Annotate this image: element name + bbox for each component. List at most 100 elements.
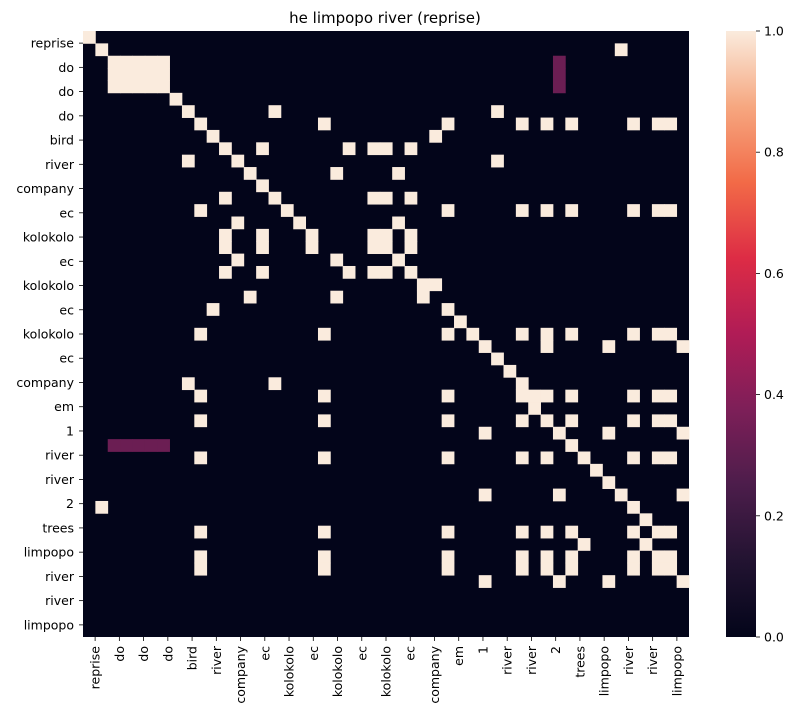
heatmap-cell bbox=[478, 426, 492, 440]
heatmap-cell bbox=[293, 216, 307, 230]
heatmap-cell bbox=[404, 191, 418, 205]
heatmap-cell bbox=[194, 117, 208, 131]
heatmap-cell bbox=[540, 525, 554, 539]
heatmap-cell bbox=[651, 414, 665, 428]
heatmap-cell bbox=[515, 117, 529, 131]
heatmap-cell bbox=[552, 426, 566, 440]
heatmap-cell bbox=[676, 426, 690, 440]
y-tick-label: do bbox=[58, 108, 74, 123]
heatmap-cell bbox=[120, 80, 133, 94]
heatmap-cell bbox=[429, 278, 443, 292]
heatmap-cell bbox=[268, 105, 282, 118]
heatmap-cell bbox=[466, 327, 480, 341]
heatmap-cell bbox=[317, 327, 331, 341]
heatmap-cell bbox=[83, 31, 96, 44]
heatmap-cell bbox=[565, 204, 579, 217]
x-tick-label: company bbox=[427, 645, 442, 703]
heatmap-cell bbox=[651, 117, 665, 131]
heatmap-cell bbox=[404, 265, 418, 279]
y-tick-label: 2 bbox=[66, 496, 74, 511]
x-tick-label: trees bbox=[572, 646, 587, 678]
heatmap-cell bbox=[95, 500, 109, 514]
y-tick-label: ec bbox=[59, 351, 74, 366]
x-tick-label: ec bbox=[354, 646, 369, 661]
heatmap-cell bbox=[144, 80, 158, 94]
x-tick-label: ec bbox=[306, 646, 321, 661]
heatmap-cell bbox=[144, 439, 158, 452]
heatmap-cell bbox=[565, 439, 579, 452]
heatmap-cell bbox=[194, 550, 208, 564]
colorbar-tick-label: 0.6 bbox=[764, 266, 784, 281]
heatmap-cell bbox=[491, 105, 504, 118]
heatmap-cell bbox=[515, 451, 529, 465]
heatmap-cell bbox=[107, 439, 121, 452]
heatmap-cell bbox=[528, 389, 541, 403]
x-tick-label: kolokolo bbox=[379, 646, 394, 697]
heatmap-cell bbox=[639, 513, 653, 527]
heatmap-cell bbox=[194, 451, 208, 465]
x-tick-label: reprise bbox=[88, 646, 103, 690]
heatmap-cell bbox=[664, 525, 678, 539]
heatmap-cell bbox=[627, 451, 640, 465]
heatmap-cell bbox=[243, 290, 257, 304]
heatmap-cell bbox=[478, 488, 492, 502]
heatmap-cell bbox=[379, 142, 393, 156]
heatmap-cell bbox=[454, 315, 467, 329]
x-tick-label: 2 bbox=[548, 646, 563, 654]
heatmap-cell bbox=[627, 500, 640, 514]
heatmap-cell bbox=[379, 228, 393, 242]
heatmap-cell bbox=[441, 303, 455, 316]
x-tick-label: 1 bbox=[475, 646, 490, 654]
heatmap-cell bbox=[268, 191, 282, 205]
heatmap-cell bbox=[441, 389, 455, 403]
heatmap-cell bbox=[256, 265, 269, 279]
heatmap-cell bbox=[577, 451, 591, 465]
heatmap-cell bbox=[367, 191, 381, 205]
heatmap-cell bbox=[280, 204, 294, 217]
heatmap-cell bbox=[602, 426, 616, 440]
x-tick-label: company bbox=[233, 645, 248, 703]
colorbar-tick-label: 1.0 bbox=[764, 24, 784, 39]
heatmap-cell bbox=[305, 228, 319, 242]
heatmap-cell bbox=[404, 142, 418, 156]
heatmap-cell bbox=[664, 389, 678, 403]
heatmap-cell bbox=[120, 55, 133, 69]
colorbar-gradient bbox=[726, 31, 756, 637]
heatmap-cell bbox=[107, 68, 121, 81]
heatmap-cell bbox=[219, 191, 232, 205]
x-tick-label: river bbox=[209, 645, 224, 675]
heatmap-cell bbox=[664, 414, 678, 428]
heatmap-cell bbox=[676, 488, 690, 502]
heatmap-cell bbox=[664, 327, 678, 341]
heatmap-cell bbox=[552, 55, 566, 69]
heatmap-cell bbox=[664, 117, 678, 131]
heatmap-cell bbox=[256, 241, 269, 255]
heatmap-cell bbox=[231, 154, 245, 168]
heatmap-cell bbox=[651, 451, 665, 465]
y-tick-label: river bbox=[45, 569, 75, 584]
heatmap-cell bbox=[441, 550, 455, 564]
heatmap-cell bbox=[194, 414, 208, 428]
heatmap-cell bbox=[491, 154, 504, 168]
heatmap-cell bbox=[540, 451, 554, 465]
heatmap-cell bbox=[602, 476, 616, 489]
heatmap-cell bbox=[540, 117, 554, 131]
y-tick-label: river bbox=[45, 593, 75, 608]
x-tick-label: em bbox=[451, 646, 466, 666]
heatmap-cell bbox=[194, 562, 208, 576]
heatmap-cell bbox=[404, 228, 418, 242]
colorbar-tick-label: 0.2 bbox=[764, 508, 784, 523]
heatmap-cell bbox=[540, 327, 554, 341]
y-tick-label: company bbox=[16, 181, 74, 196]
heatmap-cell bbox=[565, 550, 579, 564]
y-tick-label: 1 bbox=[66, 423, 74, 438]
heatmap-cell bbox=[602, 340, 616, 353]
heatmap-cell bbox=[565, 389, 579, 403]
heatmap-cell bbox=[181, 377, 195, 391]
heatmap-cell bbox=[416, 290, 430, 304]
heatmap-cell bbox=[614, 488, 628, 502]
y-tick-label: limpopo bbox=[24, 617, 74, 632]
y-tick-label: ec bbox=[59, 302, 74, 317]
x-tick-label: kolokolo bbox=[282, 646, 297, 697]
heatmap-cell bbox=[627, 525, 640, 539]
